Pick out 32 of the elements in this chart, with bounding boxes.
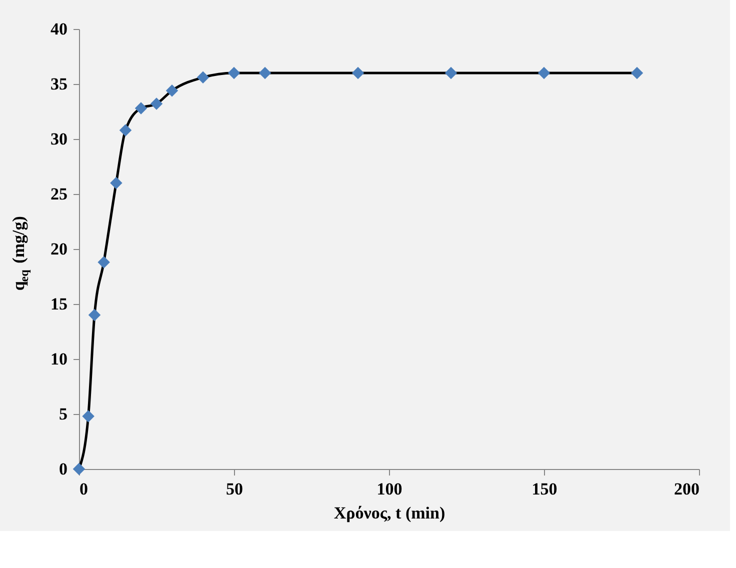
point	[196, 71, 210, 84]
point	[228, 66, 240, 80]
y-tick-label: 5	[59, 404, 68, 424]
y-tick-label: 20	[50, 240, 68, 258]
x-axis-title: Χρόνος, t (min)	[334, 504, 446, 522]
point	[166, 84, 178, 97]
y-tick-label: 40	[50, 20, 68, 38]
y-tick-label: 10	[50, 350, 68, 368]
point	[352, 66, 364, 80]
point	[150, 98, 163, 110]
x-tick-label: 100	[376, 480, 402, 498]
x-tick-label: 200	[674, 480, 700, 498]
y-tick-label: 15	[50, 294, 68, 314]
y-tick-label: 35	[50, 74, 68, 94]
y-tick-label: 30	[50, 130, 68, 148]
point	[444, 66, 458, 80]
point	[88, 308, 101, 322]
point	[98, 256, 110, 268]
point	[82, 410, 94, 422]
point	[119, 124, 132, 136]
x-tick-label: 150	[532, 480, 558, 498]
y-tick-label: 0	[59, 460, 68, 478]
x-tick-label: 0	[80, 480, 88, 498]
point	[134, 102, 148, 114]
point	[538, 66, 550, 80]
point	[258, 66, 272, 80]
y-tick-label: 25	[50, 184, 68, 204]
point	[72, 462, 86, 476]
point	[110, 176, 122, 190]
y-axis-title: qeq (mg/g)	[9, 216, 31, 291]
point	[630, 66, 644, 80]
x-tick-label: 50	[226, 480, 243, 498]
